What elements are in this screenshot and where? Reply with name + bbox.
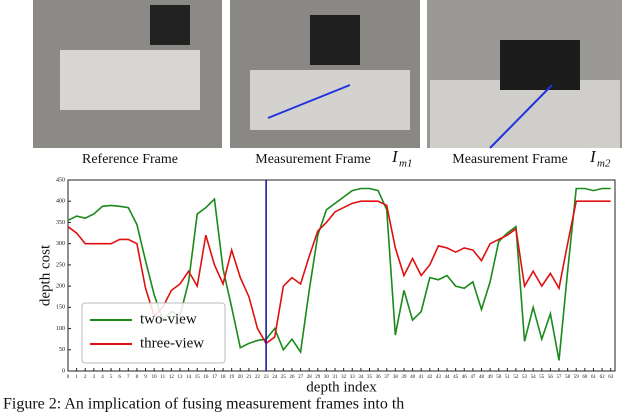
- x-tick-label: 47: [470, 375, 476, 380]
- desk: [60, 50, 200, 110]
- x-tick-label: 6: [118, 375, 121, 380]
- x-tick-label: 54: [531, 375, 537, 380]
- x-tick-label: 63: [608, 375, 614, 380]
- legend-label: two-view: [140, 311, 197, 327]
- y-tick-label: 100: [56, 326, 65, 332]
- x-tick-label: 48: [479, 375, 485, 380]
- x-tick-label: 3: [93, 375, 96, 380]
- x-tick-label: 35: [367, 375, 373, 380]
- x-tick-label: 8: [136, 375, 139, 380]
- x-tick-label: 45: [453, 375, 459, 380]
- x-tick-label: 15: [195, 375, 201, 380]
- x-tick-label: 39: [401, 375, 407, 380]
- x-tick-label: 62: [600, 375, 606, 380]
- x-tick-label: 18: [221, 375, 227, 380]
- x-tick-label: 28: [307, 375, 313, 380]
- x-tick-label: 9: [144, 375, 147, 380]
- x-tick-label: 50: [496, 375, 502, 380]
- y-tick-label: 400: [56, 199, 65, 205]
- x-tick-label: 41: [419, 375, 425, 380]
- x-tick-label: 56: [548, 375, 554, 380]
- legend-box: [81, 302, 226, 364]
- x-tick-label: 49: [488, 375, 494, 380]
- legend-label: three-view: [140, 335, 204, 351]
- monitor: [310, 15, 360, 65]
- x-tick-label: 26: [289, 375, 295, 380]
- figure-caption: Figure 2: An implication of fusing measu…: [3, 396, 404, 413]
- desk: [250, 70, 410, 130]
- x-tick-label: 43: [436, 375, 442, 380]
- x-tick-label: 58: [565, 375, 571, 380]
- x-tick-label: 14: [186, 375, 192, 380]
- y-tick-label: 50: [59, 347, 65, 353]
- panel-symbol: I: [391, 147, 399, 166]
- x-tick-label: 23: [264, 375, 270, 380]
- x-tick-label: 33: [350, 375, 356, 380]
- x-tick-label: 42: [427, 375, 433, 380]
- desk: [430, 80, 620, 148]
- x-tick-label: 20: [238, 375, 244, 380]
- panel-caption: Measurement Frame: [452, 152, 567, 167]
- y-tick-label: 450: [56, 177, 65, 183]
- x-tick-label: 12: [169, 375, 175, 380]
- y-tick-label: 350: [56, 220, 65, 226]
- photos: [33, 0, 622, 149]
- x-tick-label: 4: [101, 375, 104, 380]
- x-tick-label: 60: [582, 375, 588, 380]
- y-tick-label: 250: [56, 262, 65, 268]
- x-tick-label: 25: [281, 375, 287, 380]
- panel-caption: Measurement Frame: [255, 152, 370, 167]
- x-tick-label: 13: [177, 375, 183, 380]
- x-tick-label: 10: [152, 375, 158, 380]
- x-tick-label: 53: [522, 375, 528, 380]
- x-tick-label: 19: [229, 375, 235, 380]
- x-tick-label: 55: [539, 375, 545, 380]
- panel-subscript: m1: [399, 158, 412, 170]
- x-tick-label: 21: [246, 375, 252, 380]
- x-tick-label: 40: [410, 375, 416, 380]
- x-tick-label: 38: [393, 375, 399, 380]
- x-tick-label: 27: [298, 375, 304, 380]
- x-tick-label: 51: [505, 375, 511, 380]
- x-tick-label: 32: [341, 375, 347, 380]
- monitor: [150, 5, 190, 45]
- x-tick-label: 11: [160, 375, 165, 380]
- x-tick-label: 52: [513, 375, 519, 380]
- x-tick-label: 2: [84, 375, 87, 380]
- x-tick-label: 29: [315, 375, 321, 380]
- x-tick-label: 17: [212, 375, 218, 380]
- x-tick-label: 0: [67, 375, 70, 380]
- panel-caption: Reference Frame: [82, 152, 178, 167]
- x-tick-label: 31: [333, 375, 339, 380]
- epipolar-line: [267, 84, 351, 119]
- x-tick-label: 22: [255, 375, 261, 380]
- x-tick-label: 44: [445, 375, 451, 380]
- y-tick-label: 200: [56, 283, 65, 289]
- x-tick-label: 1: [75, 375, 78, 380]
- x-tick-label: 46: [462, 375, 468, 380]
- y-tick-label: 300: [56, 241, 65, 247]
- x-tick-label: 16: [203, 375, 209, 380]
- plot-frame: [67, 179, 616, 372]
- x-tick-label: 36: [376, 375, 382, 380]
- y-tick-label: 150: [56, 305, 65, 311]
- monitor: [500, 40, 580, 90]
- x-tick-label: 5: [110, 375, 113, 380]
- x-tick-label: 30: [324, 375, 330, 380]
- x-tick-label: 59: [574, 375, 580, 380]
- x-tick-label: 57: [557, 375, 563, 380]
- x-tick-label: 37: [384, 375, 390, 380]
- x-tick-label: 7: [127, 375, 130, 380]
- x-tick-label: 24: [272, 375, 278, 380]
- panel-symbol: I: [589, 147, 597, 166]
- y-tick-label: 0: [62, 368, 65, 374]
- x-tick-label: 34: [358, 375, 364, 380]
- x-tick-label: 61: [591, 375, 597, 380]
- x-axis-label: depth index: [306, 379, 377, 395]
- epipolar-line: [489, 84, 553, 149]
- y-axis-label: depth cost: [37, 244, 53, 306]
- panel-subscript: m2: [597, 158, 611, 170]
